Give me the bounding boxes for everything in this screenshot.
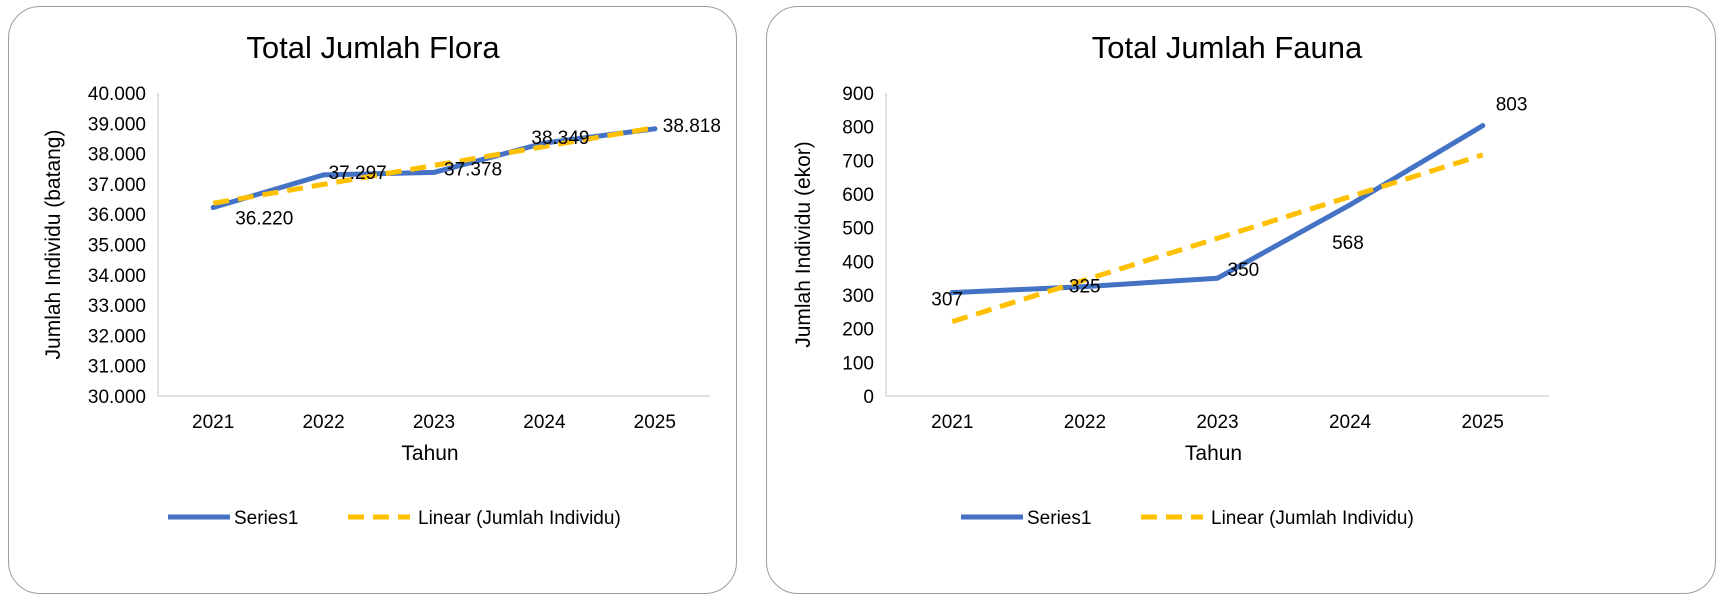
x-tick-label: 2022: [1064, 412, 1106, 433]
flora-chart: Total Jumlah Flora 30.000 31.000 32.000 33.0…: [42, 30, 721, 529]
legend: Series1 Linear (Jumlah Individu): [168, 508, 621, 529]
x-tick-label: 2025: [1462, 412, 1504, 433]
flora-chart-panel: Total Jumlah Flora 30.000 31.000 32.000 33.0…: [8, 6, 737, 594]
y-tick-label: 800: [842, 118, 874, 139]
legend: Series1 Linear (Jumlah Individu): [961, 508, 1414, 529]
x-tick-label: 2024: [1329, 412, 1372, 433]
y-tick-label: 40.000: [88, 84, 146, 105]
y-tick-label: 200: [842, 320, 874, 341]
data-point: [1480, 123, 1486, 129]
chart-title: Total Jumlah Fauna: [1092, 30, 1363, 65]
data-point: [1347, 202, 1353, 208]
x-axis-title: Tahun: [401, 442, 458, 465]
y-tick-label: 32.000: [88, 326, 146, 347]
legend-label-trendline: Linear (Jumlah Individu): [1211, 508, 1414, 529]
data-label: 38.349: [531, 128, 589, 149]
x-tick-label: 2023: [413, 412, 455, 433]
data-label: 37.378: [444, 159, 502, 180]
y-tick-label: 100: [842, 353, 874, 374]
data-point: [541, 140, 547, 146]
data-point: [210, 205, 216, 211]
data-label: 307: [931, 290, 963, 311]
data-label: 803: [1496, 95, 1528, 116]
y-tick-label: 33.000: [88, 296, 146, 317]
y-tick-label: 300: [842, 286, 874, 307]
y-tick-label: 39.000: [88, 114, 146, 135]
data-label: 36.220: [235, 209, 293, 230]
legend-label-series1: Series1: [234, 508, 298, 529]
legend-label-trendline: Linear (Jumlah Individu): [418, 508, 621, 529]
y-tick-label: 30.000: [88, 387, 146, 408]
y-tick-label: 400: [842, 252, 874, 273]
x-tick-label: 2025: [634, 412, 676, 433]
data-point: [1082, 284, 1088, 290]
x-tick-label: 2022: [302, 412, 344, 433]
y-axis-title: Jumlah Individu (ekor): [792, 141, 815, 348]
data-point: [321, 172, 327, 178]
y-tick-label: 31.000: [88, 357, 146, 378]
data-point: [1215, 275, 1220, 281]
data-point: [652, 126, 658, 132]
y-tick-label: 600: [842, 185, 874, 206]
x-tick-label: 2024: [523, 412, 566, 433]
chart-title: Total Jumlah Flora: [246, 30, 500, 65]
x-tick-label: 2021: [931, 412, 973, 433]
data-point: [431, 169, 437, 175]
data-label: 350: [1228, 260, 1260, 281]
y-axis-title: Jumlah Individu (batang): [42, 130, 65, 360]
y-tick-label: 0: [863, 387, 874, 408]
y-tick-label: 500: [842, 219, 874, 240]
data-label: 37.297: [329, 163, 387, 184]
y-tick-label: 36.000: [88, 205, 146, 226]
y-tick-label: 900: [842, 84, 874, 105]
data-label: 38.818: [663, 116, 721, 137]
x-tick-label: 2023: [1196, 412, 1238, 433]
fauna-chart: Total Jumlah Fauna 0 100 200 300 400 500 600 700…: [792, 30, 1549, 529]
fauna-chart-panel: Total Jumlah Fauna 0 100 200 300 400 500 600 700…: [766, 6, 1716, 594]
data-point: [949, 290, 955, 296]
y-tick-label: 700: [842, 151, 874, 172]
y-tick-label: 38.000: [88, 145, 146, 166]
y-tick-label: 37.000: [88, 175, 146, 196]
data-label: 325: [1069, 277, 1101, 298]
series-line-series1: [949, 123, 1486, 296]
y-tick-label: 34.000: [88, 266, 146, 287]
x-axis-title: Tahun: [1185, 442, 1242, 465]
trendline-linear: [951, 152, 1484, 324]
data-label: 568: [1332, 233, 1364, 254]
y-tick-label: 35.000: [88, 236, 146, 257]
x-tick-label: 2021: [192, 412, 234, 433]
legend-label-series1: Series1: [1027, 508, 1091, 529]
